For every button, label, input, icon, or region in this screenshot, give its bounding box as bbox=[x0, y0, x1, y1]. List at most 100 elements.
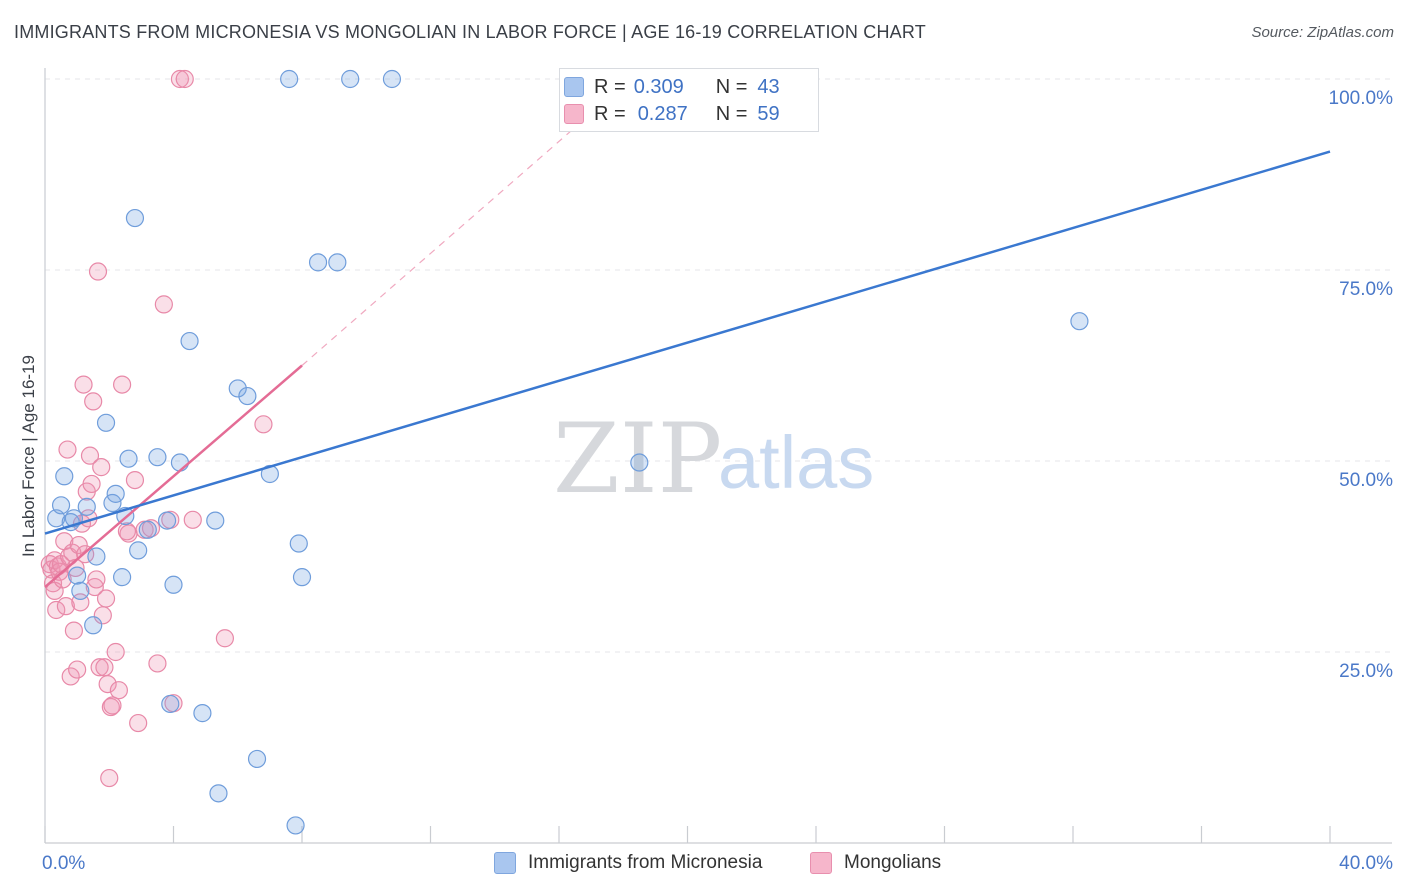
bottom-legend-swatch-mongolians bbox=[810, 852, 832, 874]
point-micronesia bbox=[161, 694, 180, 714]
point-micronesia bbox=[55, 467, 74, 486]
trend-extension-mongolians bbox=[301, 112, 592, 366]
point-mongolians bbox=[154, 295, 173, 314]
x-tick-label: 40.0% bbox=[1339, 853, 1393, 874]
point-mongolians bbox=[106, 642, 125, 662]
watermark: ZIP atlas bbox=[553, 403, 874, 515]
trend-lines bbox=[44, 112, 1331, 589]
point-micronesia bbox=[206, 511, 225, 530]
point-micronesia bbox=[164, 575, 183, 594]
point-micronesia bbox=[247, 749, 267, 769]
bottom-legend-swatch-micronesia bbox=[494, 852, 516, 874]
point-mongolians bbox=[96, 589, 116, 608]
watermark-atlas: atlas bbox=[718, 421, 874, 504]
tick-labels: 25.0% 50.0% 75.0% 100.0% 0.0% 40.0% bbox=[42, 88, 1393, 874]
point-micronesia bbox=[106, 484, 125, 503]
point-micronesia bbox=[125, 208, 145, 228]
point-mongolians bbox=[88, 262, 108, 281]
y-axis-label: In Labor Force | Age 16-19 bbox=[19, 355, 38, 557]
point-micronesia bbox=[382, 69, 402, 89]
point-micronesia bbox=[157, 511, 177, 530]
y-tick-label: 25.0% bbox=[1339, 661, 1393, 682]
x-tick-label: 0.0% bbox=[42, 853, 85, 874]
point-mongolians bbox=[64, 621, 84, 640]
point-micronesia bbox=[289, 534, 308, 553]
point-micronesia bbox=[238, 386, 257, 406]
legend-swatch-mongolians bbox=[564, 104, 584, 124]
point-mongolians bbox=[61, 667, 80, 686]
y-tick-label: 100.0% bbox=[1329, 88, 1394, 109]
point-micronesia bbox=[129, 541, 148, 560]
point-micronesia bbox=[51, 496, 71, 515]
point-mongolians bbox=[98, 674, 117, 694]
point-mongolians bbox=[43, 574, 63, 593]
point-mongolians bbox=[170, 69, 190, 89]
point-mongolians bbox=[117, 522, 137, 541]
grid-lines bbox=[45, 78, 1392, 653]
bottom-legend-label-mongolians: Mongolians bbox=[844, 852, 942, 873]
point-mongolians bbox=[92, 458, 111, 477]
legend-row-micronesia: R = 0.309 N = 43 bbox=[564, 74, 780, 100]
axes bbox=[44, 68, 1392, 844]
point-micronesia bbox=[630, 453, 649, 472]
point-micronesia bbox=[96, 413, 116, 432]
point-micronesia bbox=[308, 253, 328, 272]
legend-n-label: N = bbox=[715, 102, 748, 125]
point-micronesia bbox=[170, 453, 190, 472]
point-mongolians bbox=[148, 654, 167, 673]
legend-r-label: R = bbox=[594, 75, 626, 98]
point-mongolians bbox=[80, 446, 100, 465]
point-mongolians bbox=[103, 696, 122, 715]
legend-n-value: 59 bbox=[757, 102, 780, 125]
series-micronesia-points bbox=[47, 69, 1089, 835]
legend-n-value: 43 bbox=[757, 75, 780, 98]
point-micronesia bbox=[68, 566, 87, 585]
point-micronesia bbox=[228, 379, 247, 398]
point-mongolians bbox=[68, 660, 87, 679]
point-mongolians bbox=[109, 681, 128, 700]
point-micronesia bbox=[292, 568, 312, 587]
point-mongolians bbox=[87, 570, 106, 589]
point-micronesia bbox=[77, 497, 96, 516]
point-mongolians bbox=[112, 375, 132, 394]
bottom-legend-label-micronesia: Immigrants from Micronesia bbox=[528, 852, 763, 873]
point-mongolians bbox=[125, 471, 145, 490]
legend-row-mongolians: R = 0.287 N = 59 bbox=[564, 101, 780, 127]
point-mongolians bbox=[183, 510, 202, 529]
point-micronesia bbox=[328, 253, 347, 272]
point-mongolians bbox=[95, 658, 114, 677]
point-mongolians bbox=[215, 629, 234, 648]
bottom-legend-micronesia: Immigrants from Micronesia bbox=[494, 852, 762, 874]
point-micronesia bbox=[119, 449, 138, 468]
chart-title: IMMIGRANTS FROM MICRONESIA VS MONGOLIAN … bbox=[14, 22, 926, 42]
point-micronesia bbox=[341, 69, 360, 89]
point-mongolians bbox=[175, 69, 194, 89]
point-micronesia bbox=[112, 568, 132, 587]
point-mongolians bbox=[254, 415, 273, 434]
legend-n-label: N = bbox=[715, 75, 748, 98]
point-mongolians bbox=[90, 658, 109, 677]
legend-swatch-micronesia bbox=[564, 77, 584, 97]
point-mongolians bbox=[69, 535, 88, 555]
point-mongolians bbox=[100, 768, 119, 788]
trend-line-mongolians bbox=[44, 364, 303, 589]
point-micronesia bbox=[71, 581, 90, 600]
point-micronesia bbox=[180, 331, 199, 351]
point-mongolians bbox=[58, 440, 77, 459]
y-tick-label: 75.0% bbox=[1339, 279, 1393, 300]
chart-source: Source: ZipAtlas.com bbox=[1251, 24, 1394, 41]
correlation-legend: R = 0.309 N = 43 R = 0.287 N = 59 bbox=[559, 68, 819, 132]
series-mongolians-points bbox=[40, 69, 273, 788]
point-mongolians bbox=[82, 474, 101, 494]
point-micronesia bbox=[1070, 312, 1089, 331]
point-mongolians bbox=[85, 577, 104, 597]
watermark-zip: ZIP bbox=[553, 403, 722, 515]
point-micronesia bbox=[84, 616, 103, 635]
y-tick-label: 50.0% bbox=[1339, 470, 1393, 491]
trend-line-micronesia bbox=[44, 150, 1331, 535]
bottom-legend-mongolians: Mongolians bbox=[810, 852, 941, 874]
legend-r-value: 0.287 bbox=[637, 102, 688, 125]
point-micronesia bbox=[209, 784, 228, 803]
point-micronesia bbox=[280, 69, 299, 89]
